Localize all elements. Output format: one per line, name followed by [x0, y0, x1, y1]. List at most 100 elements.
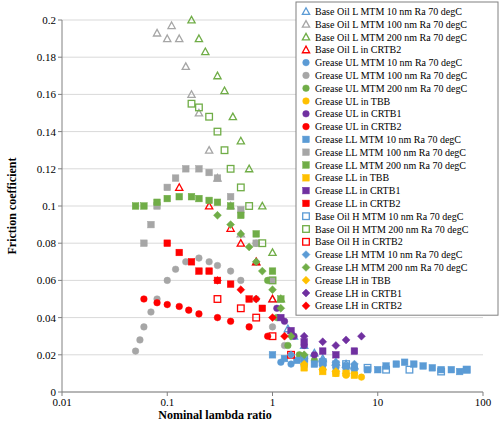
- point: [153, 29, 160, 36]
- point: [319, 338, 327, 346]
- point: [132, 203, 139, 210]
- point: [214, 199, 221, 206]
- point: [420, 363, 427, 370]
- legend-marker: [303, 123, 310, 130]
- point: [269, 286, 277, 294]
- point: [237, 230, 245, 238]
- point: [288, 352, 295, 359]
- legend-marker: [303, 149, 310, 156]
- legend-marker: [302, 289, 310, 297]
- legend-label: Base Oil L MTM 100 nm Ra 70 degC: [315, 19, 467, 30]
- tick-mark: [58, 354, 62, 355]
- point: [188, 259, 195, 266]
- point: [343, 363, 350, 370]
- point: [227, 193, 234, 200]
- point: [246, 203, 253, 210]
- y-tick-label: 0.12: [37, 163, 56, 175]
- point: [172, 266, 179, 273]
- point: [206, 169, 213, 176]
- point: [281, 355, 288, 362]
- point: [164, 240, 171, 247]
- point: [246, 324, 253, 331]
- y-tick-label: 0.06: [37, 274, 57, 286]
- y-tick-label: 0.18: [37, 51, 57, 63]
- legend-marker: [303, 111, 310, 118]
- point: [253, 314, 260, 321]
- chart: 00.020.040.060.080.10.120.140.160.180.20…: [0, 0, 500, 424]
- point: [154, 299, 161, 306]
- point: [188, 91, 195, 98]
- point: [227, 202, 234, 209]
- point: [264, 333, 271, 340]
- point: [351, 372, 358, 379]
- point: [374, 366, 381, 373]
- point: [141, 240, 148, 247]
- point: [277, 304, 285, 312]
- point: [383, 366, 390, 373]
- legend-label: Base Oil H MTM 200 nm Ra 70 degC: [315, 224, 469, 235]
- legend-marker: [303, 59, 310, 66]
- point: [227, 318, 234, 325]
- point: [206, 268, 213, 275]
- legend-label: Grease LL in TBB: [315, 172, 389, 183]
- point: [269, 277, 276, 284]
- tick-mark: [58, 392, 62, 393]
- point: [196, 166, 203, 173]
- point: [238, 212, 245, 219]
- point: [332, 342, 340, 350]
- point: [206, 113, 213, 120]
- point: [164, 35, 171, 42]
- legend-label: Base Oil L MTM 10 nm Ra 70 degC: [315, 6, 462, 17]
- point: [227, 221, 235, 229]
- point: [214, 128, 221, 135]
- point: [351, 348, 358, 355]
- legend-label: Grease LL MTM 100 nm Ra 70 degC: [315, 147, 466, 158]
- y-tick-label: 0.16: [37, 88, 57, 100]
- legend-label: Grease LL MTM 200 nm Ra 70 degC: [315, 160, 466, 171]
- point: [148, 309, 155, 316]
- point: [300, 332, 308, 340]
- legend-marker: [303, 85, 310, 92]
- point: [154, 199, 161, 206]
- point: [229, 113, 236, 120]
- point: [214, 174, 221, 181]
- point: [357, 332, 365, 340]
- point: [141, 296, 148, 303]
- point: [342, 369, 350, 377]
- x-axis: [62, 392, 483, 393]
- point: [132, 348, 139, 355]
- point: [342, 336, 350, 344]
- legend-label: Grease UL MTM 100 nm Ra 70 degC: [315, 70, 467, 81]
- point: [277, 295, 284, 302]
- point: [269, 324, 276, 331]
- point: [164, 195, 171, 202]
- point: [237, 240, 244, 247]
- point: [196, 104, 203, 111]
- legend-marker: [302, 8, 309, 15]
- tick-mark: [58, 280, 62, 281]
- point: [206, 147, 213, 154]
- point: [141, 324, 148, 331]
- point: [196, 195, 203, 202]
- point: [269, 314, 277, 322]
- point: [227, 281, 234, 288]
- point: [438, 366, 445, 373]
- point: [438, 368, 445, 375]
- point: [393, 361, 400, 368]
- legend-label: Grease LH in CRTB1: [315, 288, 402, 299]
- point: [238, 305, 245, 312]
- point: [269, 249, 276, 256]
- point: [278, 314, 285, 321]
- legend-marker: [302, 33, 309, 40]
- point: [319, 356, 327, 364]
- point: [319, 366, 327, 374]
- point: [343, 370, 350, 377]
- point: [269, 295, 276, 302]
- legend-marker: [303, 200, 310, 207]
- point: [319, 348, 326, 355]
- legend-label: Grease LH in TBB: [315, 275, 391, 286]
- tick-mark: [58, 243, 62, 244]
- point: [269, 277, 276, 284]
- legend-label: Grease LL in CRTB2: [315, 198, 400, 209]
- legend-label: Grease LL in CRTB1: [315, 185, 400, 196]
